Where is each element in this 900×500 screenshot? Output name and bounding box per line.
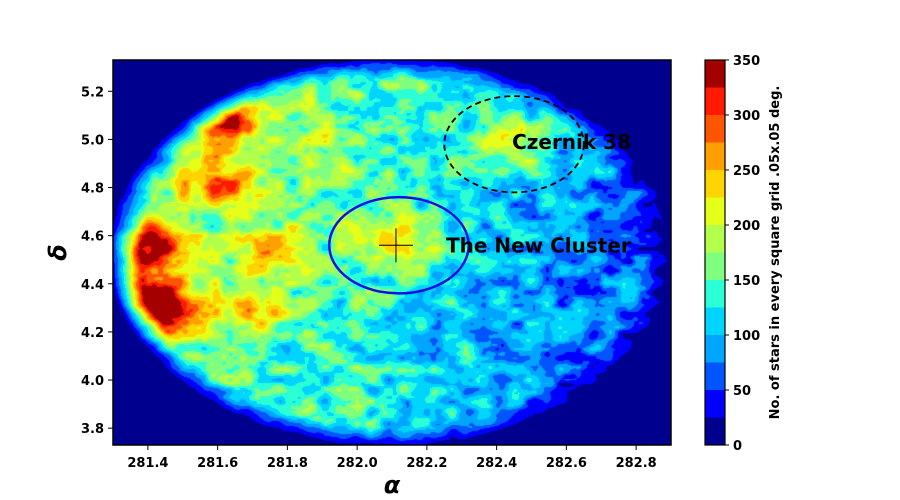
- new-cluster-label: The New Cluster: [446, 233, 631, 257]
- x-axis-label: α: [384, 471, 401, 499]
- colorbar-band: [705, 417, 725, 445]
- plot-area: Czernik 38 The New Cluster: [112, 59, 672, 446]
- x-tick-label: 281.8: [267, 456, 308, 471]
- colorbar-band: [705, 115, 725, 143]
- y-tick-label: 4.8: [81, 182, 104, 197]
- colorbar-tick-label: 350: [733, 54, 760, 69]
- colorbar-band: [705, 197, 725, 225]
- x-tick-label: 282.8: [616, 456, 657, 471]
- colorbar: 0 50 100 150 200 250 300 350: [704, 54, 760, 454]
- colorbar-band: [705, 142, 725, 170]
- x-axis: 281.4 281.6 281.8 282.0 282.2 282.4 282.6 282.8: [127, 445, 657, 471]
- colorbar-band: [705, 390, 725, 418]
- czernik-38-label: Czernik 38: [512, 130, 631, 154]
- czernik-38-ellipse: [443, 95, 585, 194]
- y-tick-label: 4.6: [81, 230, 104, 245]
- plot-frame: [112, 59, 672, 446]
- y-tick-label: 4.0: [81, 374, 104, 389]
- colorbar-tick-label: 300: [733, 109, 760, 124]
- colorbar-band: [705, 87, 725, 115]
- colorbar-tick-label: 200: [733, 219, 760, 234]
- x-tick-label: 282.2: [406, 456, 447, 471]
- colorbar-band: [705, 170, 725, 198]
- colorbar-band: [705, 362, 725, 390]
- new-cluster-ellipse: [327, 195, 470, 295]
- colorbar-tick-label: 250: [733, 164, 760, 179]
- colorbar-frame: [704, 59, 726, 446]
- x-tick-label: 281.6: [197, 456, 238, 471]
- colorbar-tick-label: 0: [733, 439, 742, 454]
- colorbar-label: No. of stars in every square grid .05x.0…: [768, 86, 783, 420]
- y-tick-label: 4.4: [81, 278, 104, 293]
- colorbar-band: [705, 252, 725, 280]
- colorbar-band: [705, 335, 725, 363]
- y-axis: 3.8 4.0 4.2 4.4 4.6 4.8 5.0 5.2: [81, 85, 113, 437]
- y-tick-label: 5.0: [81, 133, 104, 148]
- x-tick-label: 282.0: [337, 456, 378, 471]
- x-tick-label: 281.4: [127, 456, 168, 471]
- colorbar-band: [705, 307, 725, 335]
- colorbar-band: [705, 280, 725, 308]
- colorbar-band: [705, 225, 725, 253]
- y-tick-label: 3.8: [81, 422, 104, 437]
- y-axis-label: δ: [44, 244, 72, 261]
- cluster-center-marker: [378, 228, 413, 263]
- colorbar-tick-label: 50: [733, 384, 751, 399]
- colorbar-tick-label: 150: [733, 274, 760, 289]
- colorbar-tick-label: 100: [733, 329, 760, 344]
- x-tick-label: 282.4: [476, 456, 517, 471]
- colorbar-band: [705, 60, 725, 88]
- y-tick-label: 5.2: [81, 85, 104, 100]
- y-tick-label: 4.2: [81, 326, 104, 341]
- x-tick-label: 282.6: [546, 456, 587, 471]
